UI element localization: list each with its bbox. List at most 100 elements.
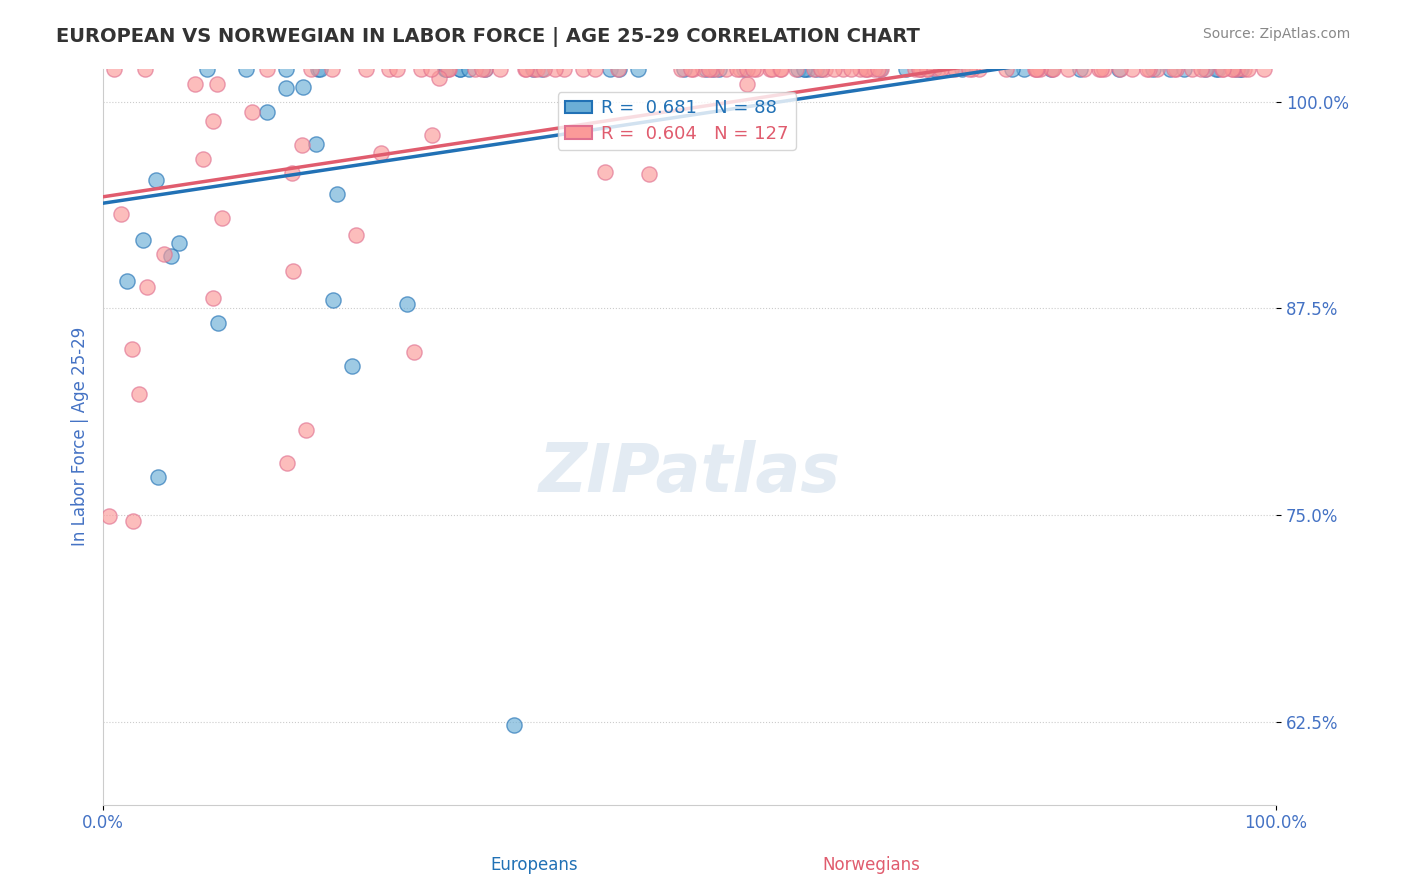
Norwegians (735, 77, 758, 91)
Europeans (207, 316, 229, 330)
Norwegians (1146, 62, 1168, 76)
Norwegians (544, 62, 567, 76)
Europeans (292, 79, 315, 94)
Europeans (195, 62, 218, 76)
Norwegians (1222, 62, 1244, 76)
Europeans (235, 62, 257, 76)
Norwegians (769, 62, 792, 76)
Europeans (145, 173, 167, 187)
Norwegians (870, 62, 893, 76)
Norwegians (370, 146, 392, 161)
Norwegians (553, 62, 575, 76)
Europeans (1108, 62, 1130, 76)
Norwegians (409, 62, 432, 76)
Europeans (274, 62, 297, 76)
Europeans (276, 81, 298, 95)
Norwegians (1233, 62, 1256, 76)
Norwegians (957, 62, 980, 76)
Norwegians (853, 62, 876, 76)
Text: Europeans: Europeans (491, 856, 578, 874)
Norwegians (276, 456, 298, 470)
Norwegians (184, 77, 207, 91)
Norwegians (136, 280, 159, 294)
Europeans (1225, 62, 1247, 76)
Norwegians (810, 62, 832, 76)
Norwegians (803, 62, 825, 76)
Europeans (793, 62, 815, 76)
Norwegians (607, 62, 630, 76)
Norwegians (281, 264, 304, 278)
Norwegians (915, 62, 938, 76)
Norwegians (856, 62, 879, 76)
Legend: R =  0.681   N = 88, R =  0.604   N = 127: R = 0.681 N = 88, R = 0.604 N = 127 (558, 92, 796, 150)
Norwegians (908, 62, 931, 76)
Norwegians (583, 62, 606, 76)
Norwegians (378, 62, 401, 76)
Norwegians (420, 62, 443, 76)
Europeans (794, 62, 817, 76)
Norwegians (1042, 62, 1064, 76)
Europeans (160, 249, 183, 263)
Text: Norwegians: Norwegians (823, 856, 921, 874)
Europeans (340, 359, 363, 374)
Europeans (307, 62, 329, 76)
Text: ZIPatlas: ZIPatlas (538, 441, 841, 507)
Europeans (1069, 62, 1091, 76)
Europeans (1040, 62, 1063, 76)
Europeans (1230, 62, 1253, 76)
Norwegians (422, 128, 444, 142)
Norwegians (488, 62, 510, 76)
Norwegians (1139, 62, 1161, 76)
Norwegians (1195, 62, 1218, 76)
Norwegians (344, 227, 367, 242)
Norwegians (152, 247, 174, 261)
Europeans (1206, 62, 1229, 76)
Norwegians (813, 62, 835, 76)
Norwegians (1042, 62, 1064, 76)
Norwegians (523, 62, 546, 76)
Norwegians (385, 62, 408, 76)
Norwegians (533, 62, 555, 76)
Norwegians (1028, 62, 1050, 76)
Norwegians (960, 62, 983, 76)
Europeans (627, 62, 650, 76)
Norwegians (1090, 62, 1112, 76)
Europeans (797, 62, 820, 76)
Europeans (695, 62, 717, 76)
Europeans (922, 62, 945, 76)
Norwegians (995, 62, 1018, 76)
Text: EUROPEAN VS NORWEGIAN IN LABOR FORCE | AGE 25-29 CORRELATION CHART: EUROPEAN VS NORWEGIAN IN LABOR FORCE | A… (56, 27, 920, 46)
Europeans (950, 62, 973, 76)
Europeans (531, 62, 554, 76)
Europeans (449, 62, 471, 76)
Norwegians (1109, 62, 1132, 76)
Norwegians (839, 62, 862, 76)
Europeans (1173, 62, 1195, 76)
Norwegians (681, 62, 703, 76)
Europeans (1012, 62, 1035, 76)
Norwegians (281, 166, 304, 180)
Europeans (1205, 62, 1227, 76)
Norwegians (967, 62, 990, 76)
Norwegians (1136, 62, 1159, 76)
Europeans (1229, 62, 1251, 76)
Norwegians (1189, 62, 1212, 76)
Europeans (787, 62, 810, 76)
Norwegians (931, 62, 953, 76)
Norwegians (758, 62, 780, 76)
Europeans (733, 62, 755, 76)
Norwegians (427, 71, 450, 86)
Europeans (810, 62, 832, 76)
Norwegians (354, 62, 377, 76)
Europeans (894, 62, 917, 76)
Norwegians (1253, 62, 1275, 76)
Europeans (457, 62, 479, 76)
Norwegians (682, 62, 704, 76)
Norwegians (121, 342, 143, 356)
Norwegians (464, 62, 486, 76)
Norwegians (1121, 62, 1143, 76)
Norwegians (471, 62, 494, 76)
Norwegians (193, 152, 215, 166)
Norwegians (134, 62, 156, 76)
Norwegians (526, 62, 548, 76)
